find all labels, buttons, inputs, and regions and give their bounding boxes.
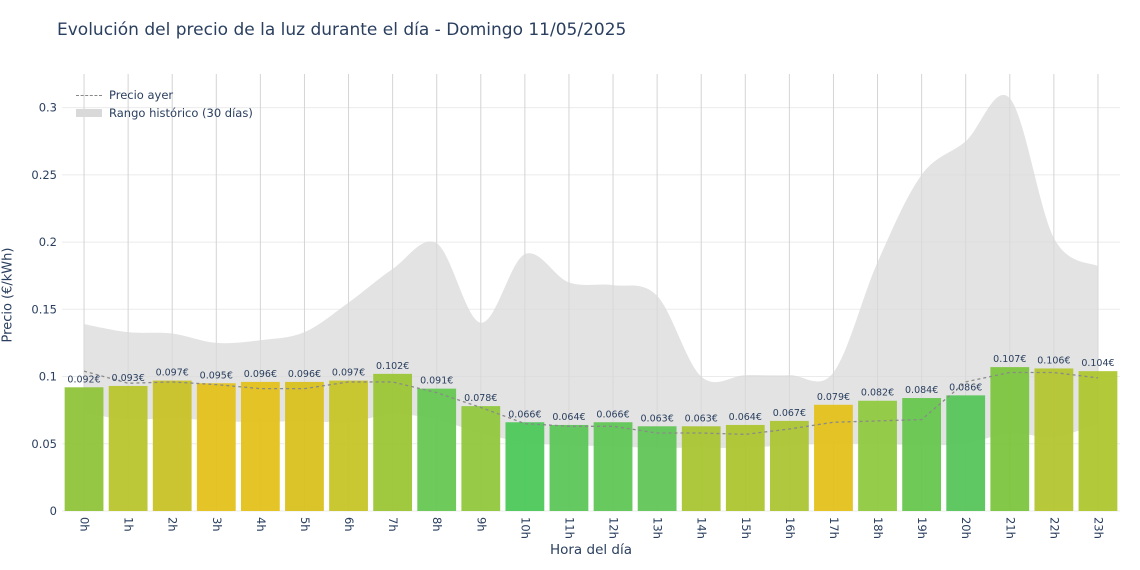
x-axis-title: Hora del día [549,542,633,558]
bar-value-label: 0.097€ [156,368,189,379]
bar-value-label: 0.064€ [729,412,762,423]
bar-value-label: 0.063€ [685,413,718,424]
legend-label: Precio ayer [109,88,174,102]
price-bar [681,426,721,511]
bar-value-label: 0.096€ [244,369,277,380]
x-tick-label: 15h [739,517,753,539]
chart-title: Evolución del precio de la luz durante e… [57,20,627,40]
x-tick-label: 11h [562,517,576,539]
legend-label: Rango histórico (30 días) [109,106,253,120]
x-tick-label: 12h [607,517,621,539]
dashed-line-swatch [76,94,102,96]
y-axis-title: Precio (€/kWh) [0,247,16,343]
bar-value-label: 0.104€ [1081,358,1114,369]
y-tick-label: 0.2 [39,235,57,249]
price-bar [593,422,633,511]
bar-value-label: 0.084€ [905,385,938,396]
bar-value-label: 0.092€ [67,374,100,385]
x-tick-label: 2h [166,517,180,532]
previous-day-line-layer [83,370,1099,436]
bar-value-label: 0.107€ [993,354,1026,365]
x-tick-label: 20h [959,517,973,539]
historical-range-band [84,94,1098,449]
bar-value-label: 0.102€ [376,361,409,372]
y-tick-label: 0.3 [39,101,57,115]
price-bar [814,404,853,511]
x-tick-label: 6h [342,517,356,532]
bars-layer [64,367,1118,511]
bar-value-label: 0.064€ [552,412,585,423]
price-bar [108,385,148,511]
price-bar [769,420,809,511]
bar-value-label: 0.097€ [332,368,365,379]
x-tick-label: 3h [210,517,224,532]
bar-value-label: 0.091€ [420,376,453,387]
price-bar [637,426,677,511]
bar-value-label: 0.093€ [112,373,145,384]
x-tick-label: 10h [518,517,532,539]
price-bar [64,387,104,511]
price-bar [461,406,501,511]
y-tick-label: 0.05 [31,437,57,451]
price-bar [725,424,765,511]
data-labels-layer: 0.092€ 0.093€ 0.097€ 0.095€ 0.096€ 0.096€ 0.09… [67,354,1114,424]
x-tick-label: 5h [298,517,312,532]
price-bar [152,380,192,511]
x-tick-label: 17h [827,517,841,539]
price-bar [240,381,280,511]
price-bar [990,367,1030,511]
bar-value-label: 0.082€ [861,388,894,399]
historical-range-layer [84,94,1098,449]
legend-item-previous-day[interactable]: Precio ayer [76,86,253,104]
legend: Precio ayer Rango histórico (30 días) [76,86,253,122]
y-tick-label: 0.15 [31,302,57,316]
price-bar [196,383,236,511]
x-tick-label: 4h [254,517,268,532]
price-bar [417,388,457,511]
price-bar [1078,371,1118,511]
band-swatch [76,109,102,117]
price-bar [858,400,897,511]
x-tick-label: 13h [651,517,665,539]
bar-value-label: 0.063€ [641,413,674,424]
x-tick-label: 7h [386,517,400,532]
x-tick-label: 23h [1091,517,1105,539]
y-tick-label: 0.25 [31,168,57,182]
price-bar [505,422,545,511]
legend-item-historical-range[interactable]: Rango histórico (30 días) [76,104,253,122]
bar-value-label: 0.078€ [464,393,497,404]
bar-value-label: 0.066€ [596,409,629,420]
x-tick-label: 1h [122,517,136,532]
bar-value-label: 0.086€ [949,382,982,393]
x-tick-label: 9h [474,517,488,532]
bar-value-label: 0.079€ [817,392,850,403]
x-tick-label: 0h [78,517,92,532]
axes-layer: 0 0.05 0.1 0.15 0.2 0.25 0.3 0h 1h 2h 3h 4h 5h 6h 7h 8h… [31,101,1105,539]
bar-value-label: 0.095€ [200,370,233,381]
bar-value-label: 0.096€ [288,369,321,380]
x-tick-label: 14h [695,517,709,539]
x-tick-label: 8h [430,517,444,532]
price-bar [946,395,986,511]
previous-day-line [83,370,1099,436]
price-bar [902,398,942,511]
price-bar [285,381,324,511]
price-bar [373,373,413,511]
price-bar [1034,368,1074,511]
price-bar [329,380,368,511]
bar-value-label: 0.106€ [1037,355,1070,366]
bar-value-label: 0.067€ [773,408,806,419]
x-tick-label: 21h [1003,517,1017,539]
x-tick-label: 18h [871,517,885,539]
y-tick-label: 0.1 [39,370,57,384]
x-tick-label: 16h [783,517,797,539]
x-tick-label: 22h [1047,517,1061,539]
y-tick-label: 0 [50,504,57,518]
x-tick-label: 19h [915,517,929,539]
bar-value-label: 0.066€ [508,409,541,420]
price-bar [549,424,589,511]
